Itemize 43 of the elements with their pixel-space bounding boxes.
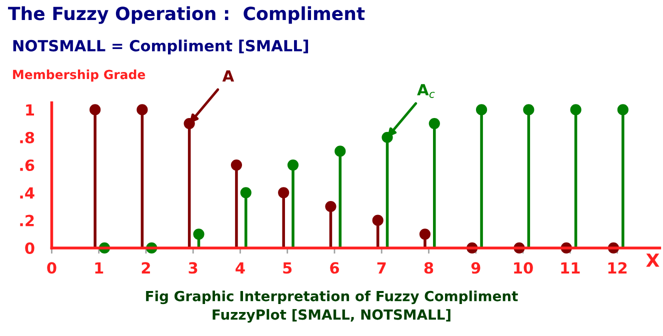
x-tick-label: 12 xyxy=(608,262,627,274)
annotation: A$_{c}$ xyxy=(417,84,435,98)
y-tick-label: .8 xyxy=(20,132,34,144)
x-tick-label: 10 xyxy=(514,262,533,274)
point xyxy=(617,104,628,116)
x-tick-label: 1 xyxy=(95,262,104,274)
x-tick-label: 3 xyxy=(188,262,198,274)
point xyxy=(476,104,488,116)
point xyxy=(570,104,582,116)
x-tick-label: 4 xyxy=(236,262,245,274)
x-tick-label: 9 xyxy=(471,262,480,274)
chart-title: The Fuzzy Operation : Compliment xyxy=(8,6,365,24)
point xyxy=(372,214,384,226)
x-tick-label: 5 xyxy=(283,262,292,274)
point xyxy=(325,200,336,212)
point xyxy=(278,187,290,198)
text: FuzzyPlot [SMALL, NOTSMALL] xyxy=(212,309,450,323)
x-axis-title: X xyxy=(646,254,660,267)
x-tick-label: 7 xyxy=(377,262,386,274)
y-tick-label: .4 xyxy=(20,187,34,198)
x-tick-label: 8 xyxy=(424,262,434,274)
y-tick-label: .6 xyxy=(20,160,34,172)
y-tick-label: 0 xyxy=(25,242,34,254)
point xyxy=(90,104,101,116)
y-tick-label: .2 xyxy=(20,214,34,226)
annotation: A xyxy=(222,70,234,82)
point xyxy=(428,118,440,130)
point xyxy=(287,159,299,171)
chart-subtitle: NOTSMALL = Compliment [SMALL] xyxy=(13,40,308,54)
y-tick-label: 1 xyxy=(26,104,34,116)
point xyxy=(136,104,148,116)
point xyxy=(240,187,252,198)
point xyxy=(334,146,346,157)
x-tick-label: 2 xyxy=(142,262,150,274)
point xyxy=(419,228,431,240)
x-tick-label: 11 xyxy=(561,262,580,274)
point xyxy=(193,228,204,240)
x-tick-label: 0 xyxy=(47,262,56,274)
y-axis-title: Membership Grade xyxy=(13,70,146,82)
point xyxy=(230,159,242,171)
point xyxy=(523,104,534,116)
text: Fig Graphic Interpretation of Fuzzy Compliment xyxy=(146,290,518,304)
x-tick-label: 6 xyxy=(330,262,339,274)
